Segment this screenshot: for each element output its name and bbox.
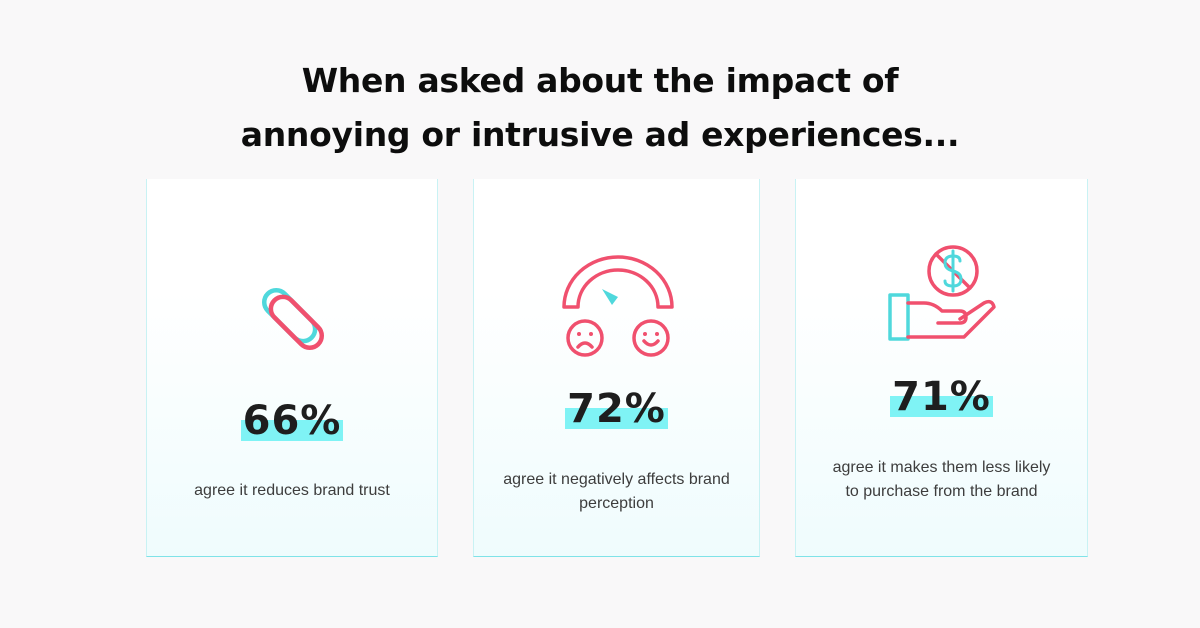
stat-description: agree it negatively affects brand percep… [503, 471, 730, 512]
broken-link-icon [261, 287, 325, 351]
stat-value: 66% [240, 398, 344, 444]
stat-card-purchase-likelihood: 71% agree it makes them less likely to p… [795, 179, 1088, 557]
stat-card-brand-trust: 66% agree it reduces brand trust [146, 179, 438, 557]
stat-description: agree it makes them less likely to purch… [832, 459, 1051, 500]
stat-value: 71% [890, 374, 993, 420]
stat-value: 72% [565, 386, 668, 432]
sentiment-gauge-icon [562, 255, 674, 357]
stat-card-brand-perception: 72% agree it negatively affects brand pe… [473, 179, 760, 557]
headline-line-2: annoying or intrusive ad experiences... [240, 115, 960, 154]
headline: When asked about the impact of annoying … [0, 54, 1200, 162]
stat-description: agree it reduces brand trust [194, 482, 390, 499]
headline-line-1: When asked about the impact of [301, 61, 899, 100]
no-money-hand-icon [888, 245, 996, 341]
